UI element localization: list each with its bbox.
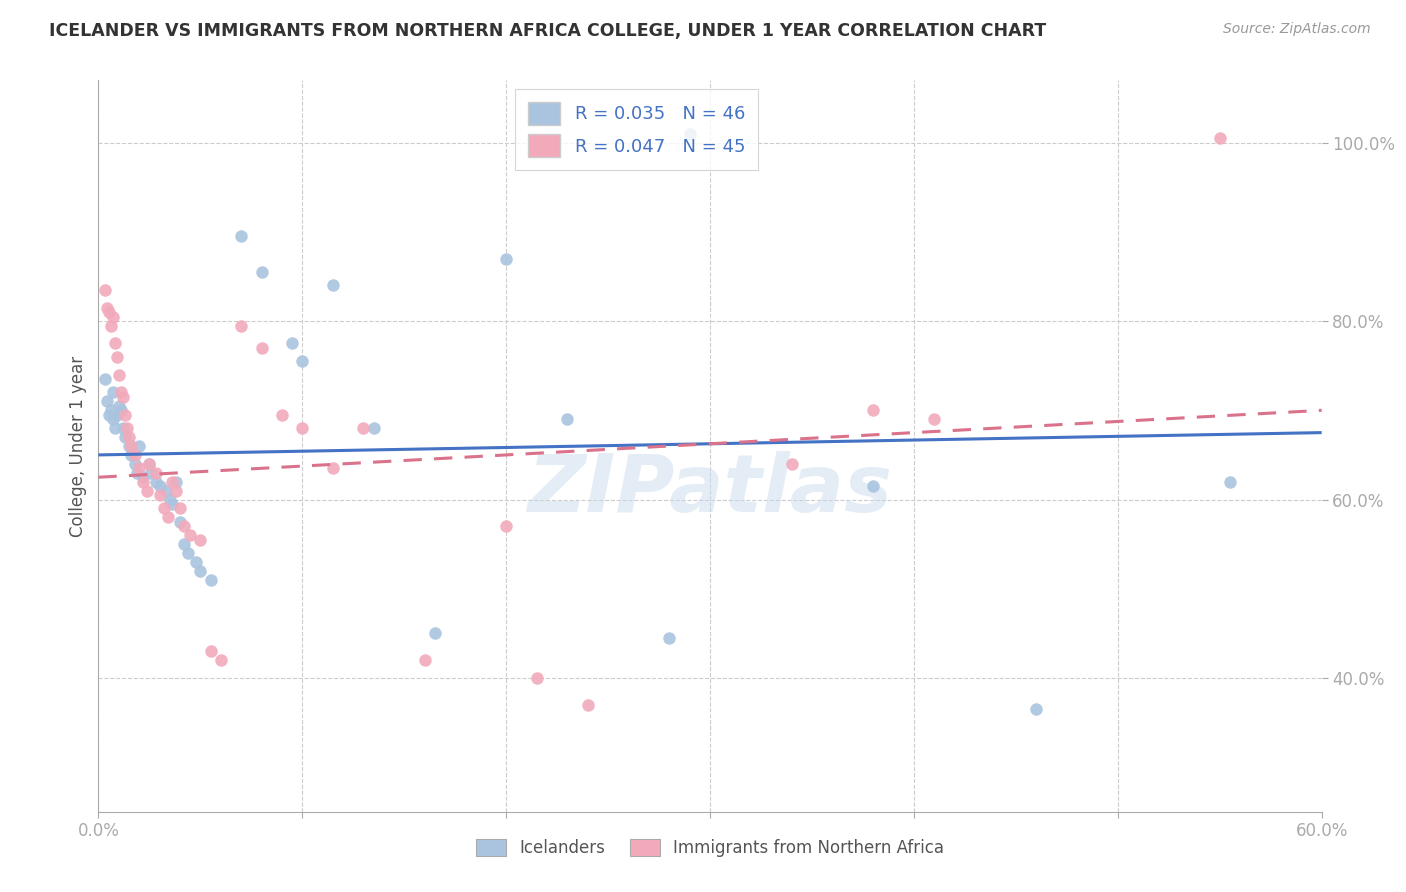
Point: [104, 336, 127, 351]
Point: [173, 537, 195, 551]
Point: [100, 403, 122, 417]
Point: [111, 390, 134, 404]
Point: [124, 457, 146, 471]
Point: [160, 475, 183, 489]
Point: [101, 412, 124, 426]
Point: [128, 439, 150, 453]
Point: [526, 671, 548, 685]
Point: [679, 127, 702, 141]
Point: [115, 421, 138, 435]
Point: [105, 408, 128, 422]
Point: [179, 528, 201, 542]
Point: [96, 301, 118, 315]
Point: [136, 483, 159, 498]
Point: [495, 252, 517, 266]
Point: [100, 318, 122, 333]
Point: [165, 483, 187, 498]
Point: [124, 448, 146, 462]
Point: [156, 510, 179, 524]
Point: [105, 350, 128, 364]
Point: [149, 488, 172, 502]
Point: [270, 408, 294, 422]
Point: [165, 475, 187, 489]
Point: [145, 466, 167, 480]
Point: [96, 394, 118, 409]
Point: [120, 448, 142, 462]
Point: [576, 698, 599, 712]
Point: [281, 336, 304, 351]
Point: [209, 653, 232, 667]
Point: [423, 626, 446, 640]
Point: [110, 385, 132, 400]
Point: [250, 265, 273, 279]
Point: [141, 466, 163, 480]
Text: Source: ZipAtlas.com: Source: ZipAtlas.com: [1223, 22, 1371, 37]
Point: [173, 519, 195, 533]
Point: [250, 341, 273, 355]
Point: [104, 421, 127, 435]
Point: [101, 385, 124, 400]
Point: [862, 403, 884, 417]
Point: [200, 573, 222, 587]
Point: [132, 470, 155, 484]
Point: [132, 475, 155, 489]
Point: [114, 408, 136, 422]
Point: [495, 519, 517, 533]
Point: [363, 421, 385, 435]
Point: [322, 278, 344, 293]
Point: [555, 412, 579, 426]
Point: [352, 421, 374, 435]
Point: [169, 501, 191, 516]
Point: [1219, 475, 1241, 489]
Point: [291, 421, 314, 435]
Point: [118, 439, 141, 453]
Point: [922, 412, 945, 426]
Point: [1025, 702, 1047, 716]
Point: [152, 501, 174, 516]
Point: [97, 305, 120, 319]
Point: [138, 457, 160, 471]
Point: [101, 310, 124, 324]
Point: [160, 497, 183, 511]
Point: [93, 372, 115, 386]
Point: [155, 483, 177, 498]
Point: [110, 403, 132, 417]
Point: [231, 318, 253, 333]
Point: [780, 457, 803, 471]
Point: [111, 421, 134, 435]
Point: [145, 475, 167, 489]
Point: [186, 555, 208, 569]
Point: [149, 479, 172, 493]
Point: [862, 479, 884, 493]
Point: [127, 466, 149, 480]
Text: ZIPatlas: ZIPatlas: [527, 450, 893, 529]
Point: [291, 354, 314, 368]
Point: [188, 564, 212, 578]
Point: [108, 399, 131, 413]
Point: [128, 461, 150, 475]
Point: [322, 461, 344, 475]
Point: [118, 430, 141, 444]
Point: [177, 546, 200, 560]
Y-axis label: College, Under 1 year: College, Under 1 year: [69, 355, 87, 537]
Point: [169, 515, 191, 529]
Legend: Icelanders, Immigrants from Northern Africa: Icelanders, Immigrants from Northern Afr…: [467, 830, 953, 865]
Point: [1209, 131, 1232, 145]
Point: [138, 457, 160, 471]
Point: [231, 229, 253, 244]
Point: [108, 368, 131, 382]
Point: [188, 533, 212, 547]
Point: [413, 653, 436, 667]
Point: [200, 644, 222, 658]
Point: [658, 631, 681, 645]
Point: [114, 430, 136, 444]
Point: [159, 492, 181, 507]
Point: [93, 283, 115, 297]
Text: ICELANDER VS IMMIGRANTS FROM NORTHERN AFRICA COLLEGE, UNDER 1 YEAR CORRELATION C: ICELANDER VS IMMIGRANTS FROM NORTHERN AF…: [49, 22, 1046, 40]
Point: [97, 408, 120, 422]
Point: [120, 439, 142, 453]
